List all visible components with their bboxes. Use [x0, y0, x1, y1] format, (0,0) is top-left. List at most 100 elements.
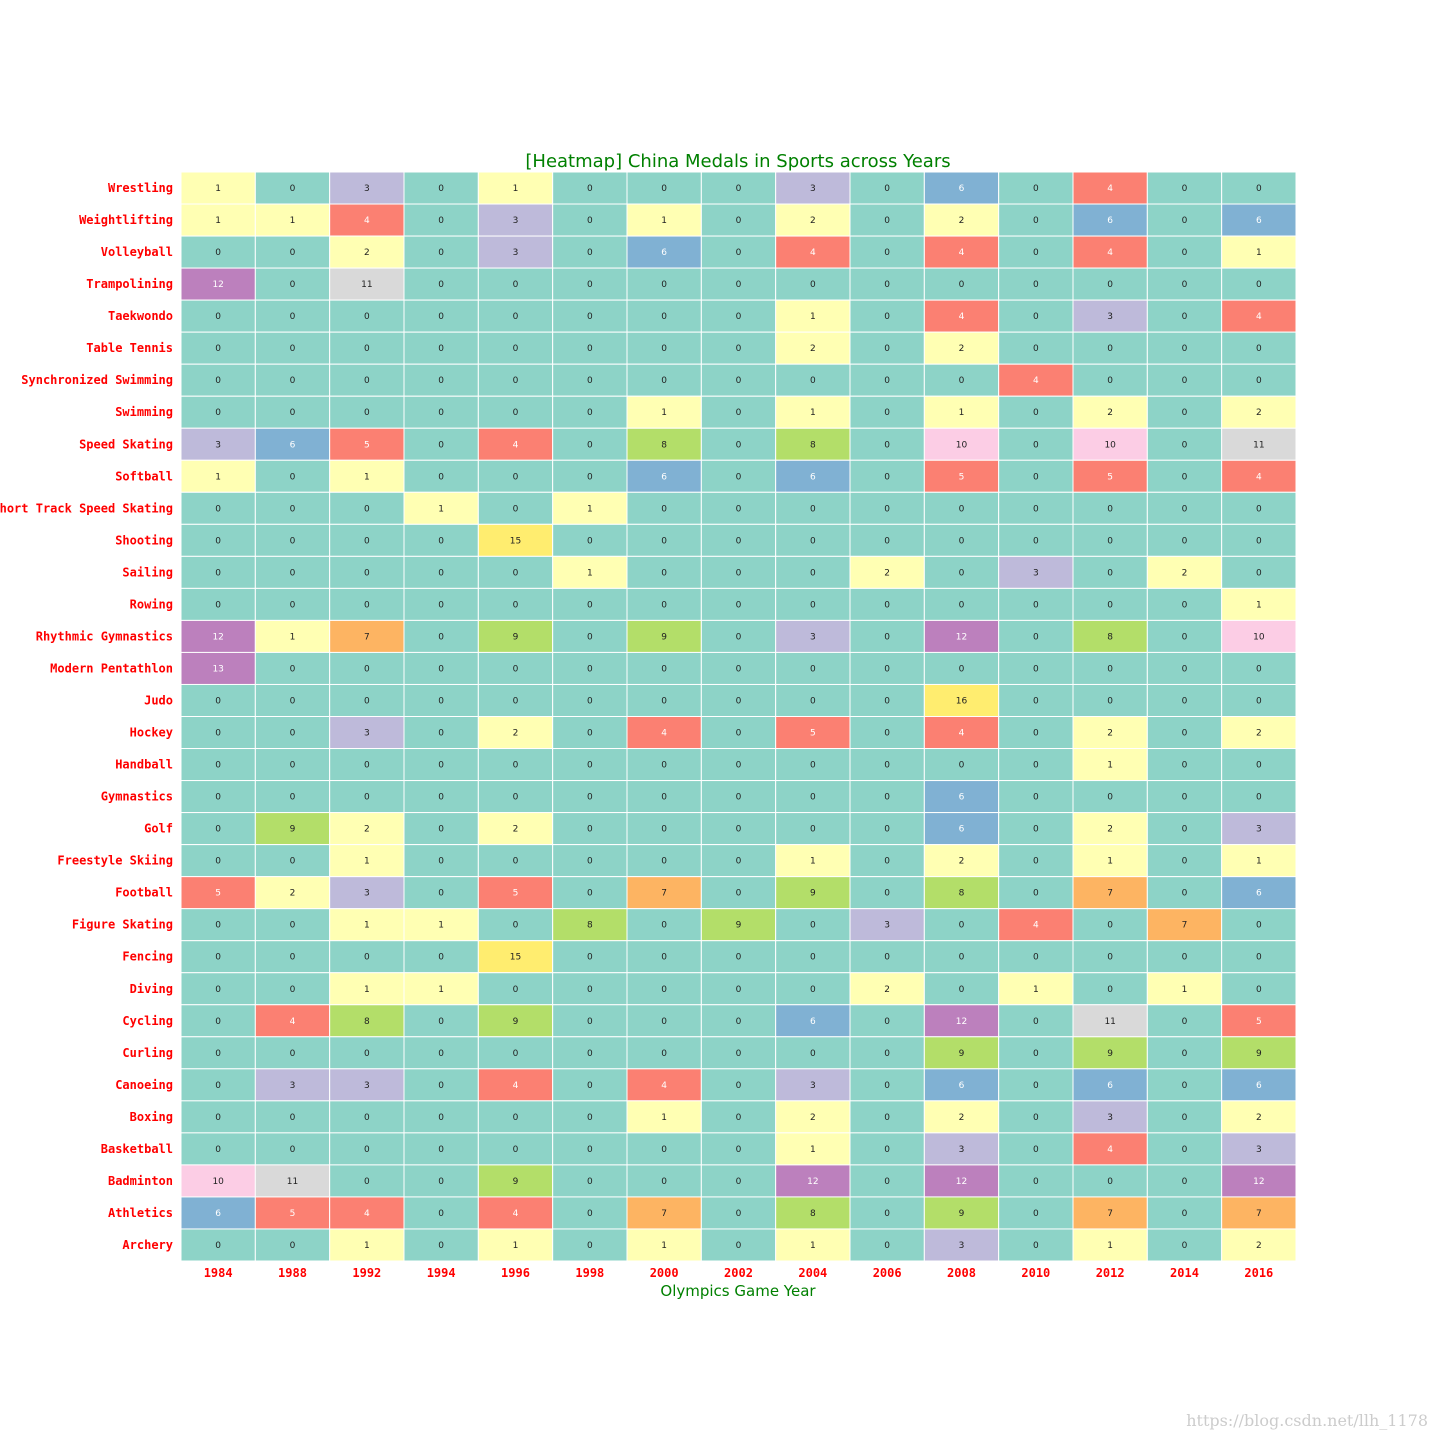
cell-value-label: 10 [956, 440, 968, 450]
heatmap-cell [180, 1164, 256, 1198]
heatmap-cell [849, 395, 925, 429]
cell-value-label: 0 [290, 280, 296, 290]
cell-value-label: 6 [959, 793, 965, 803]
heatmap-cell [552, 908, 628, 942]
heatmap-cell [477, 716, 554, 750]
heatmap-cell [700, 299, 777, 333]
heatmap-cell [849, 1036, 925, 1070]
heatmap-cell [775, 908, 851, 942]
heatmap-cell [1221, 523, 1297, 557]
cell-value-label: 0 [215, 1113, 221, 1123]
cell-value-label: 3 [215, 440, 221, 450]
heatmap-cell [923, 427, 1000, 461]
column-tick-label: 2000 [650, 1266, 679, 1280]
cell-value-label: 3 [1107, 312, 1113, 322]
column-tick-label: 1988 [278, 1266, 307, 1280]
heatmap-cell [552, 619, 628, 653]
cell-value-label: 9 [959, 1209, 965, 1219]
cell-value-label: 0 [736, 440, 742, 450]
heatmap-cell [1146, 1004, 1223, 1038]
heatmap-cell [626, 972, 702, 1006]
heatmap-cell [552, 683, 628, 717]
cell-value-label: 0 [438, 312, 444, 322]
cell-value-label: 0 [959, 376, 965, 386]
heatmap-cell [998, 683, 1074, 717]
cell-value-label: 0 [1033, 1209, 1039, 1219]
heatmap-cell [403, 587, 479, 621]
cell-value-label: 6 [1256, 216, 1262, 226]
heatmap-cell [1072, 1068, 1148, 1102]
cell-value-label: 0 [1107, 536, 1113, 546]
cell-value-label: 6 [959, 1081, 965, 1091]
heatmap-cell [923, 491, 1000, 525]
heatmap-cell [1146, 555, 1223, 589]
cell-value-label: 0 [364, 312, 370, 322]
heatmap-cell [552, 235, 628, 269]
heatmap-cell [626, 331, 702, 365]
heatmap-cell [477, 395, 554, 429]
cell-value-label: 10 [1253, 632, 1265, 642]
cell-value-label: 4 [1107, 184, 1113, 194]
cell-value-label: 3 [290, 1081, 296, 1091]
cell-value-label: 0 [661, 921, 667, 931]
cell-value-label: 0 [215, 1241, 221, 1251]
cell-value-label: 0 [661, 1177, 667, 1187]
row-tick-label: Basketball [101, 1142, 173, 1156]
cell-value-label: 7 [1182, 921, 1188, 931]
cell-value-label: 0 [438, 1017, 444, 1027]
cell-value-label: 0 [364, 376, 370, 386]
cell-value-label: 0 [587, 344, 593, 354]
cell-value-label: 6 [1107, 1081, 1113, 1091]
cell-value-label: 0 [215, 825, 221, 835]
cell-value-label: 6 [661, 472, 667, 482]
cell-value-label: 0 [736, 632, 742, 642]
cell-value-label: 2 [513, 825, 519, 835]
cell-value-label: 1 [1256, 600, 1262, 610]
heatmap-cell [254, 203, 331, 237]
cell-value-label: 2 [959, 1113, 965, 1123]
heatmap-cell [477, 1100, 554, 1134]
cell-value-label: 0 [884, 344, 890, 354]
heatmap-cell [700, 1228, 777, 1262]
row-tick-label: Cycling [122, 1014, 173, 1028]
cell-value-label: 0 [438, 408, 444, 418]
heatmap-cell [180, 844, 256, 878]
cell-value-label: 4 [661, 1081, 667, 1091]
cell-value-label: 0 [1182, 1209, 1188, 1219]
cell-value-label: 0 [1033, 600, 1039, 610]
heatmap-cell [403, 1228, 479, 1262]
cell-value-label: 0 [884, 632, 890, 642]
cell-value-label: 0 [438, 953, 444, 963]
heatmap-cell [329, 427, 405, 461]
cell-value-label: 0 [290, 472, 296, 482]
cell-value-label: 0 [1182, 472, 1188, 482]
heatmap-cell [700, 844, 777, 878]
heatmap-cell [700, 267, 777, 301]
cell-value-label: 0 [884, 1241, 890, 1251]
heatmap-cell [923, 395, 1000, 429]
heatmap-cell [923, 523, 1000, 557]
heatmap-cell [403, 1036, 479, 1070]
cell-value-label: 5 [513, 889, 519, 899]
cell-value-label: 0 [736, 793, 742, 803]
cell-value-label: 0 [1182, 664, 1188, 674]
heatmap-cell [1221, 555, 1297, 589]
cell-value-label: 0 [1033, 440, 1039, 450]
cell-value-label: 0 [1182, 729, 1188, 739]
cell-value-label: 0 [215, 1017, 221, 1027]
cell-value-label: 0 [438, 536, 444, 546]
heatmap-cell [1146, 1196, 1223, 1230]
heatmap-cell [775, 427, 851, 461]
heatmap-cell [923, 716, 1000, 750]
cell-value-label: 0 [364, 536, 370, 546]
heatmap-cell [1146, 716, 1223, 750]
cell-value-label: 12 [956, 1017, 967, 1027]
cell-value-label: 0 [1182, 1017, 1188, 1027]
heatmap-cell [254, 812, 331, 846]
cell-value-label: 3 [884, 921, 890, 931]
cell-value-label: 0 [810, 568, 816, 578]
heatmap-cell [1072, 1036, 1148, 1070]
cell-value-label: 0 [438, 1145, 444, 1155]
heatmap-cell [329, 1164, 405, 1198]
cell-value-label: 0 [884, 1177, 890, 1187]
